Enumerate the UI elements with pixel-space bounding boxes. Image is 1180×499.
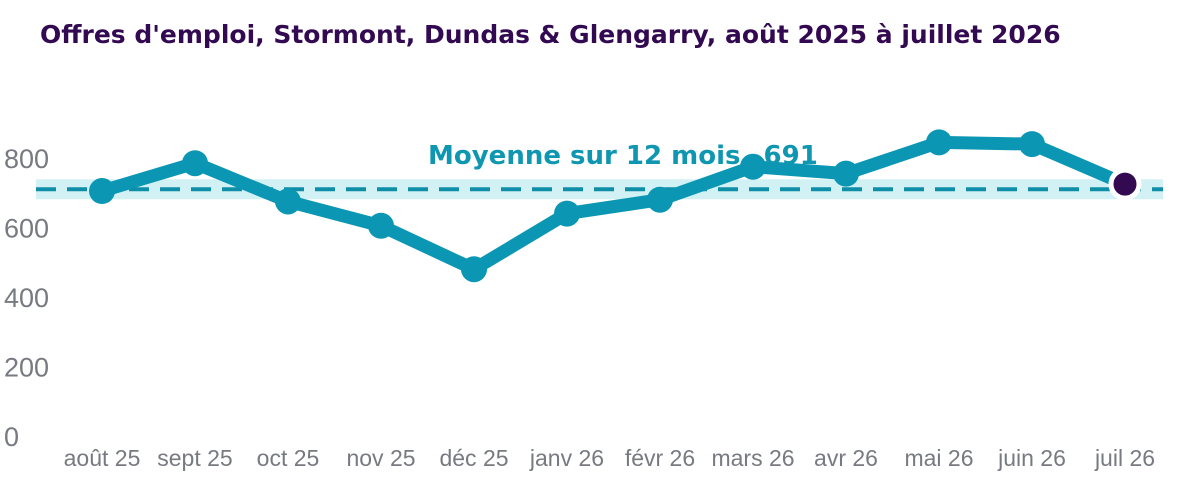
data-point (368, 212, 394, 239)
series-line-layer (95, 135, 1132, 276)
y-tick-label: 400 (4, 283, 49, 313)
y-tick-label: 600 (4, 214, 49, 244)
y-tick-label: 800 (4, 144, 49, 174)
x-tick-label: déc 25 (439, 445, 508, 471)
data-point (740, 153, 766, 180)
data-point-last (1108, 167, 1142, 201)
data-point (182, 150, 208, 177)
x-tick-label: oct 25 (257, 445, 320, 471)
x-tick-label: mars 26 (711, 445, 794, 471)
data-point (89, 178, 115, 205)
x-tick-label: mai 26 (904, 445, 973, 471)
data-point (647, 186, 673, 213)
x-tick-label: juil 26 (1094, 445, 1155, 471)
data-point (926, 129, 952, 156)
y-tick-label: 0 (4, 422, 19, 452)
x-tick-label: août 25 (64, 445, 141, 471)
data-points-layer (89, 129, 1142, 283)
y-tick-label: 200 (4, 353, 49, 383)
x-tick-label: sept 25 (157, 445, 232, 471)
axis-labels-layer: 0 200 400 600 800 août 25 sept 25 oct 25 nov 25 d… (4, 144, 1155, 471)
data-point (554, 200, 580, 227)
reference-line-label: Moyenne sur 12 mois 691 (428, 141, 818, 171)
data-point (461, 256, 487, 283)
x-tick-label: févr 26 (625, 445, 695, 471)
data-point (275, 188, 301, 215)
series-line (95, 135, 1132, 276)
x-tick-label: janv 26 (529, 445, 604, 471)
reference-line-label-text: Moyenne sur 12 mois (428, 141, 740, 171)
x-tick-label: juin 26 (997, 445, 1066, 471)
chart-title: Offres d'emploi, Stormont, Dundas & Glen… (40, 20, 1061, 49)
x-tick-label: avr 26 (814, 445, 878, 471)
reference-line-value: 691 (764, 141, 818, 171)
x-tick-label: nov 25 (346, 445, 415, 471)
data-point (833, 160, 859, 187)
data-point (1019, 131, 1045, 158)
